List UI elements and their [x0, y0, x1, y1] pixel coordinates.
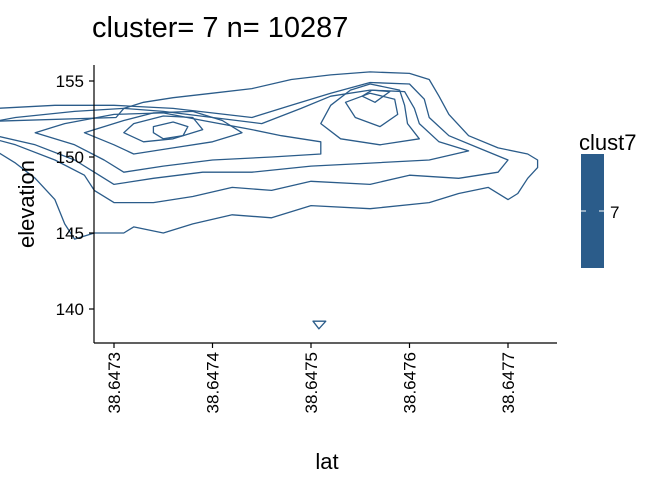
- y-tick-label: 145: [56, 224, 84, 243]
- legend-colorbar: [581, 154, 604, 268]
- contour-lines: [0, 71, 539, 330]
- x-tick-label: 38.6473: [105, 352, 124, 413]
- y-tick-label: 150: [56, 148, 84, 167]
- contour-line-8: [123, 115, 204, 143]
- y-tick-label: 155: [56, 72, 84, 91]
- contour-line-5: [320, 83, 420, 146]
- contour-line-10: [361, 89, 391, 103]
- contour-line-11: [312, 320, 327, 330]
- contour-line-2: [0, 81, 509, 204]
- contour-line-6: [83, 110, 243, 155]
- y-axis-ticks: 140 145 150 155: [56, 72, 94, 319]
- y-axis-title: elevation: [14, 160, 39, 248]
- x-tick-label: 38.6477: [499, 352, 518, 413]
- contour-line-4: [34, 112, 322, 173]
- contour-line-7: [344, 92, 399, 128]
- legend-title: clust7: [579, 130, 636, 155]
- y-tick-label: 140: [56, 300, 84, 319]
- legend: clust7 7: [579, 130, 636, 268]
- legend-label: 7: [610, 203, 619, 222]
- x-tick-label: 38.6474: [204, 352, 223, 413]
- x-axis-ticks: 38.6473 38.6474 38.6475 38.6476 38.6477: [105, 343, 518, 413]
- chart-title: cluster= 7 n= 10287: [92, 12, 348, 44]
- contour-line-3: [0, 89, 470, 186]
- contour-line-1: [0, 71, 539, 240]
- contour-line-9: [152, 121, 189, 140]
- x-tick-label: 38.6476: [401, 352, 420, 413]
- x-tick-label: 38.6475: [302, 352, 321, 413]
- x-axis-title: lat: [315, 449, 338, 474]
